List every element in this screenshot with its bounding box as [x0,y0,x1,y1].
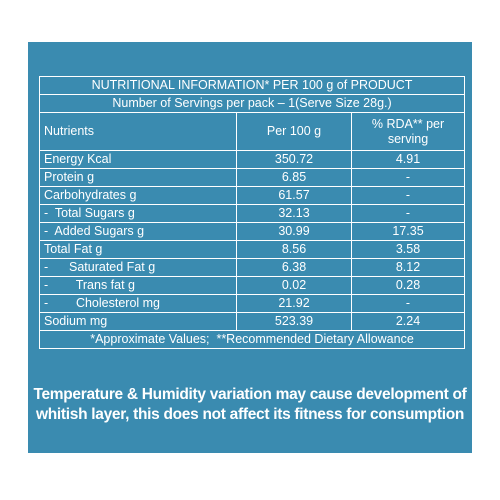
table-row: - Saturated Fat g 6.38 8.12 [39,258,466,277]
per-100g-value: 30.99 [236,222,352,241]
rda-value: - [350,204,466,223]
nutrient-name: - Total Sugars g [39,204,237,223]
rda-value: - [350,168,466,187]
nutrient-name: - Cholesterol mg [39,294,237,313]
nutrient-name: - Saturated Fat g [39,258,237,277]
header-row: Nutrients Per 100 g % RDA** per serving [39,112,466,151]
rda-value: 4.91 [350,150,466,169]
nutrient-name: Protein g [39,168,237,187]
disclaimer-line-2: whitish layer, this does not affect its … [35,406,465,423]
header-per-100g: Per 100 g [236,112,352,151]
header-rda: % RDA** per serving [350,112,466,151]
per-100g-value: 21.92 [236,294,352,313]
per-100g-value: 8.56 [236,240,352,259]
table-row: Total Fat g 8.56 3.58 [39,240,466,259]
rda-value: 17.35 [350,222,466,241]
table-row: Carbohydrates g 61.57 - [39,186,466,205]
rda-value: 8.12 [350,258,466,277]
table-row: Protein g 6.85 - [39,168,466,187]
nutrient-name: - Added Sugars g [39,222,237,241]
rda-value: - [350,294,466,313]
nutrition-table: NUTRITIONAL INFORMATION* PER 100 g of PR… [38,76,466,349]
per-100g-value: 350.72 [236,150,352,169]
servings-row: Number of Servings per pack – 1(Serve Si… [38,94,466,113]
nutrient-name: Carbohydrates g [39,186,237,205]
rda-value: 0.28 [350,276,466,295]
table-title: NUTRITIONAL INFORMATION* PER 100 g of PR… [38,76,466,95]
table-row: Energy Kcal 350.72 4.91 [39,150,466,169]
rda-value: - [350,186,466,205]
rda-value: 3.58 [350,240,466,259]
per-100g-value: 523.39 [236,312,352,331]
footnote-row: *Approximate Values; **Recommended Dieta… [38,330,466,349]
table-row: Sodium mg 523.39 2.24 [39,312,466,331]
per-100g-value: 6.38 [236,258,352,277]
table-row: - Cholesterol mg 21.92 - [39,294,466,313]
table-row: - Added Sugars g 30.99 17.35 [39,222,466,241]
disclaimer-line-1: Temperature & Humidity variation may cau… [33,386,467,403]
footnote: *Approximate Values; **Recommended Dieta… [38,330,466,349]
per-100g-value: 6.85 [236,168,352,187]
per-100g-value: 0.02 [236,276,352,295]
table-row: - Total Sugars g 32.13 - [39,204,466,223]
header-nutrients: Nutrients [39,112,237,151]
title-row: NUTRITIONAL INFORMATION* PER 100 g of PR… [38,76,466,95]
nutrient-name: Total Fat g [39,240,237,259]
per-100g-value: 61.57 [236,186,352,205]
per-100g-value: 32.13 [236,204,352,223]
storage-disclaimer: Temperature & Humidity variation may cau… [28,385,472,425]
rda-value: 2.24 [350,312,466,331]
nutrient-name: Energy Kcal [39,150,237,169]
nutrition-label-panel: NUTRITIONAL INFORMATION* PER 100 g of PR… [28,42,472,453]
servings-info: Number of Servings per pack – 1(Serve Si… [38,94,466,113]
nutrient-name: - Trans fat g [39,276,237,295]
table-row: - Trans fat g 0.02 0.28 [39,276,466,295]
nutrient-name: Sodium mg [39,312,237,331]
